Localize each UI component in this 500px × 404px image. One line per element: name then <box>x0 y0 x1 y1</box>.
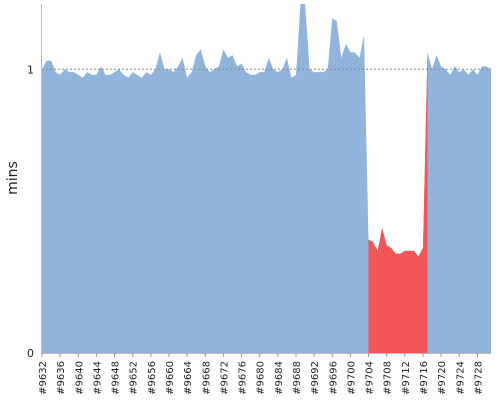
x-tick-label: #9656 <box>147 361 158 395</box>
x-tick-label: #9712 <box>401 361 412 395</box>
highlight-area <box>368 52 428 353</box>
x-tick-label: #9660 <box>165 361 176 395</box>
x-tick-label: #9724 <box>455 361 466 395</box>
x-tick-label: #9664 <box>183 361 194 395</box>
y-tick-label: 0 <box>27 347 34 360</box>
x-tick-label: #9720 <box>437 361 448 395</box>
x-tick-label: #9648 <box>111 361 122 395</box>
x-tick-label: #9640 <box>74 361 85 395</box>
x-tick-label: #9684 <box>274 361 285 395</box>
x-tick-label: #9688 <box>292 361 303 395</box>
x-tick-label: #9632 <box>38 361 49 395</box>
x-tick-label: #9708 <box>383 361 394 395</box>
x-tick-label: #9696 <box>328 361 339 395</box>
x-tick-label: #9652 <box>129 361 140 395</box>
x-tick-label: #9680 <box>256 361 267 395</box>
x-tick-label: #9668 <box>201 361 212 395</box>
x-tick-label: #9692 <box>310 361 321 395</box>
x-tick-label: #9644 <box>92 361 103 395</box>
x-tick-label: #9700 <box>346 361 357 395</box>
x-tick-label: #9728 <box>473 361 484 395</box>
x-tick-label: #9676 <box>238 361 249 395</box>
y-tick-label: 1 <box>27 63 34 76</box>
x-tick-label: #9636 <box>56 361 67 395</box>
x-tick-label: #9672 <box>219 361 230 395</box>
x-tick-label: #9704 <box>365 361 376 395</box>
y-axis-label: mins <box>5 161 21 195</box>
x-tick-label: #9716 <box>419 361 430 395</box>
